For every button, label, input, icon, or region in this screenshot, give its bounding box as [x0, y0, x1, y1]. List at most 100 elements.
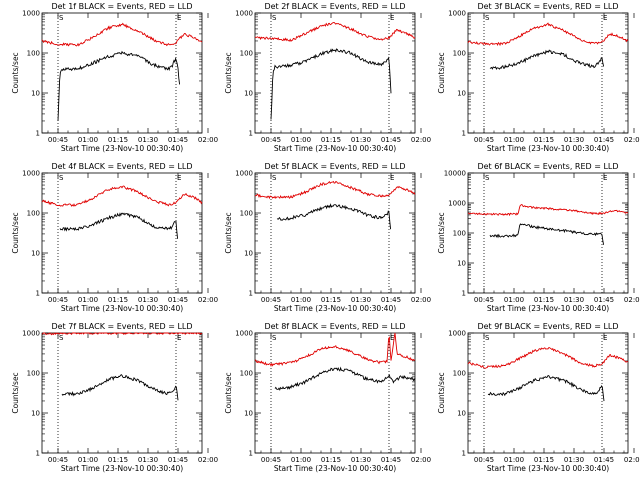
- y-tick-label: 1: [36, 290, 40, 298]
- e-marker-label: E: [390, 14, 394, 22]
- e-marker-label: E: [603, 14, 607, 22]
- s-marker-label: S: [272, 174, 277, 182]
- x-axis-label: Start Time (23-Nov-10 00:30:40): [61, 304, 183, 313]
- x-tick-label: 02:00: [624, 296, 640, 304]
- s-marker-label: S: [272, 334, 277, 342]
- y-tick-label: 100: [453, 370, 466, 378]
- lld-series-line: [254, 180, 416, 200]
- y-axis-label: Counts/sec: [437, 52, 446, 93]
- x-tick-label: 01:00: [504, 296, 524, 304]
- e-marker-label: E: [177, 14, 181, 22]
- x-axis-label: Start Time (23-Nov-10 00:30:40): [61, 464, 183, 473]
- y-tick-label: 100: [240, 50, 253, 58]
- events-series-line: [489, 223, 605, 245]
- x-tick-label: 01:45: [594, 456, 614, 464]
- x-tick-label: 01:30: [351, 456, 371, 464]
- plot-frame: [254, 12, 416, 134]
- lld-series-line: [254, 22, 416, 42]
- y-axis-label: Counts/sec: [224, 372, 233, 413]
- s-marker-label: S: [485, 14, 490, 22]
- y-tick-label: 1: [249, 290, 253, 298]
- x-axis-label: Start Time (23-Nov-10 00:30:40): [487, 464, 609, 473]
- y-tick-label: 1: [249, 130, 253, 138]
- x-tick-label: 00:45: [474, 456, 494, 464]
- x-tick-label: 01:45: [381, 296, 401, 304]
- y-tick-label: 10: [31, 410, 40, 418]
- x-tick-label: 01:15: [108, 136, 128, 144]
- y-tick-label: 1: [462, 450, 466, 458]
- x-tick-label: 01:00: [78, 136, 98, 144]
- y-tick-label: 10: [244, 90, 253, 98]
- panel-4: Det 4f BLACK = Events, RED = LLD 1 10 100 10…: [11, 162, 218, 313]
- y-tick-label: 10: [457, 260, 466, 268]
- x-tick-label: 01:15: [534, 136, 554, 144]
- lld-series-line: [41, 22, 203, 47]
- x-tick-label: 01:30: [351, 296, 371, 304]
- x-tick-label: 01:30: [138, 136, 158, 144]
- panel-title: Det 2f BLACK = Events, RED = LLD: [264, 2, 405, 11]
- y-tick-label: 1000: [235, 330, 253, 338]
- s-marker-label: S: [59, 334, 64, 342]
- y-tick-label: 1: [249, 450, 253, 458]
- x-tick-label: 01:15: [534, 456, 554, 464]
- x-tick-label: 00:45: [48, 136, 68, 144]
- x-tick-label: 01:00: [78, 296, 98, 304]
- plot-frame: [467, 332, 629, 454]
- x-tick-label: 01:45: [168, 296, 188, 304]
- lld-series-line: [467, 347, 629, 369]
- y-tick-label: 10: [31, 250, 40, 258]
- x-tick-label: 01:30: [138, 456, 158, 464]
- x-tick-label: 01:30: [564, 136, 584, 144]
- x-tick-label: 01:45: [168, 136, 188, 144]
- x-tick-label: 01:45: [381, 456, 401, 464]
- y-tick-label: 1000: [448, 10, 466, 18]
- panel-title: Det 4f BLACK = Events, RED = LLD: [51, 162, 192, 171]
- e-marker-label: E: [177, 334, 181, 342]
- y-tick-label: 1000: [22, 170, 40, 178]
- y-tick-label: 10: [244, 410, 253, 418]
- y-tick-label: 10: [244, 250, 253, 258]
- y-axis-label: Counts/sec: [11, 52, 20, 93]
- x-tick-label: 02:00: [624, 136, 640, 144]
- panel-title: Det 5f BLACK = Events, RED = LLD: [264, 162, 405, 171]
- panel-title: Det 6f BLACK = Events, RED = LLD: [477, 162, 618, 171]
- plot-frame: [41, 12, 203, 134]
- x-tick-label: 01:30: [138, 296, 158, 304]
- y-tick-label: 100: [240, 210, 253, 218]
- x-tick-label: 01:30: [564, 296, 584, 304]
- x-tick-label: 01:30: [564, 456, 584, 464]
- y-tick-label: 10000: [444, 170, 466, 178]
- y-tick-label: 1000: [22, 10, 40, 18]
- panel-title: Det 3f BLACK = Events, RED = LLD: [477, 2, 618, 11]
- x-tick-label: 02:00: [411, 456, 431, 464]
- x-axis-label: Start Time (23-Nov-10 00:30:40): [274, 304, 396, 313]
- s-marker-label: S: [59, 174, 64, 182]
- x-tick-label: 02:00: [624, 456, 640, 464]
- lld-series-line: [254, 332, 416, 368]
- x-tick-label: 01:45: [168, 456, 188, 464]
- panel-2: Det 2f BLACK = Events, RED = LLD 1 10 100 10…: [224, 2, 431, 153]
- x-tick-label: 01:15: [321, 456, 341, 464]
- s-marker-label: S: [272, 14, 277, 22]
- x-tick-label: 01:30: [351, 136, 371, 144]
- y-tick-label: 100: [453, 230, 466, 238]
- events-series-line: [487, 375, 605, 402]
- events-series-line: [274, 366, 416, 391]
- x-tick-label: 00:45: [261, 296, 281, 304]
- events-series-line: [61, 373, 179, 401]
- y-tick-label: 10: [457, 410, 466, 418]
- panel-5: Det 5f BLACK = Events, RED = LLD 1 10 100 10…: [224, 162, 431, 313]
- y-tick-label: 1: [36, 130, 40, 138]
- x-tick-label: 01:00: [78, 456, 98, 464]
- x-axis-label: Start Time (23-Nov-10 00:30:40): [487, 144, 609, 153]
- y-tick-label: 100: [27, 370, 40, 378]
- y-tick-label: 100: [27, 210, 40, 218]
- y-tick-label: 1: [462, 290, 466, 298]
- x-tick-label: 02:00: [411, 296, 431, 304]
- panel-6: Det 6f BLACK = Events, RED = LLD 1 10 100 10…: [437, 162, 640, 313]
- x-tick-label: 01:45: [594, 296, 614, 304]
- x-tick-label: 02:00: [198, 136, 218, 144]
- y-axis-label: Counts/sec: [224, 212, 233, 253]
- y-tick-label: 1: [36, 450, 40, 458]
- panel-title: Det 1f BLACK = Events, RED = LLD: [51, 2, 192, 11]
